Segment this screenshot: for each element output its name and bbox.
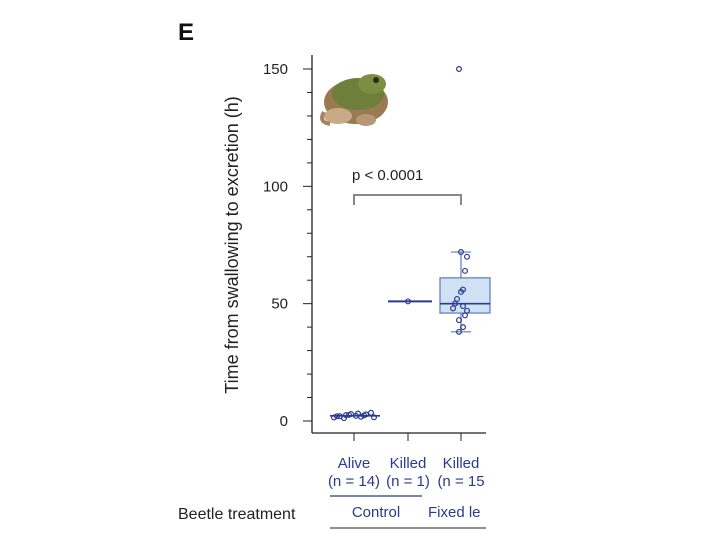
category-sample-size: (n = 14) [328,473,380,490]
group-labels: Control Fixed le [330,495,486,529]
significance-bracket [353,194,462,205]
category-sample-size: (n = 1) [386,473,430,490]
y-axis-title: Time from swallowing to excretion (h) [222,96,242,393]
p-value-annotation: p < 0.0001 [352,167,423,184]
y-tick-label: 50 [271,296,288,313]
data-point [358,413,365,420]
data-marks [330,65,491,422]
category-sample-size: (n = 15 [437,473,484,490]
data-point [460,324,467,331]
data-point [462,312,469,319]
y-tick-label: 0 [280,413,288,430]
data-point [405,298,412,305]
data-point [458,288,465,295]
data-point [456,328,463,335]
y-tick-label: 100 [263,178,288,195]
category-label: Killed [390,455,427,472]
group-label: Control [352,504,400,521]
data-point [454,295,461,302]
data-point [371,414,378,421]
data-point [458,249,465,256]
panel-letter: E [178,19,194,46]
data-point [456,317,463,324]
data-point [464,307,471,314]
data-point [456,65,463,72]
data-point [452,300,459,307]
data-point [346,411,353,418]
axes: 0 50 100 150 [263,55,486,441]
data-point [464,253,471,260]
data-point [460,303,467,310]
category-labels: Alive(n = 14)Killed(n = 1)Killed(n = 15 [328,455,485,490]
data-point [450,305,457,312]
y-tick-label: 150 [263,61,288,78]
bracket-line [353,194,462,205]
x-axis-title: Beetle treatment [178,506,296,523]
data-point [368,409,375,416]
category-label: Killed [443,455,480,472]
category-label: Alive [338,455,371,472]
data-point [462,267,469,274]
group-label: Fixed le [428,504,481,521]
frog-icon [320,74,388,126]
